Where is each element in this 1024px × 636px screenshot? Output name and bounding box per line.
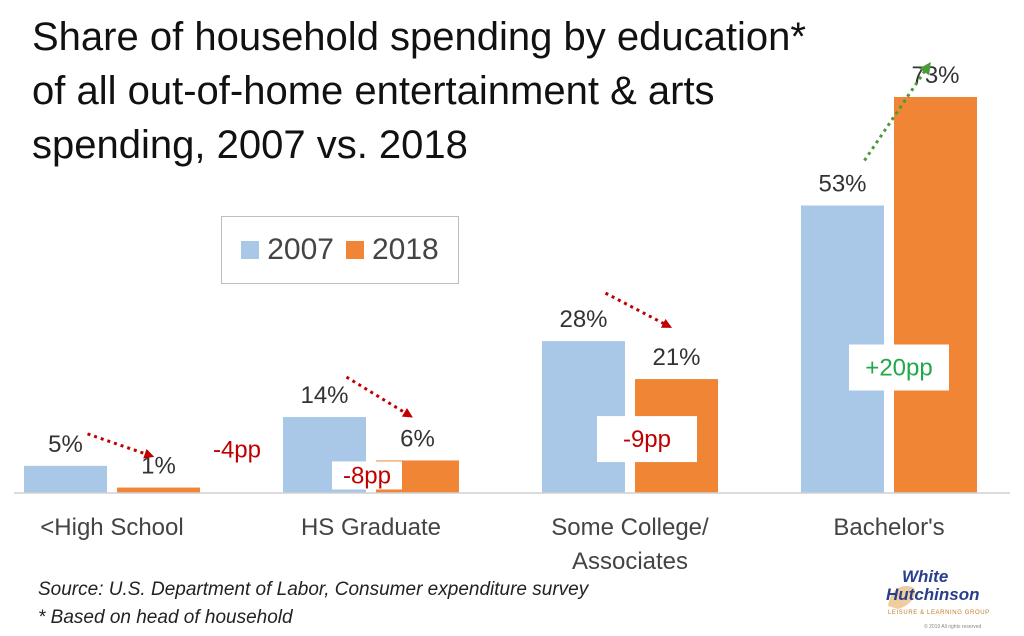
white-hutchinson-logo: White Hutchinson LEISURE & LEARNING GROU… xyxy=(886,567,990,630)
title-line-3: spending, 2007 vs. 2018 xyxy=(32,123,468,167)
legend-label-2007: 2007 xyxy=(267,233,334,266)
value-label-2018-3: 73% xyxy=(911,62,959,89)
source-note: Source: U.S. Department of Labor, Consum… xyxy=(38,579,589,600)
legend: 2007 2018 xyxy=(221,216,459,284)
category-label-3: Bachelor's xyxy=(833,514,944,541)
change-label-3: +20pp xyxy=(865,354,932,381)
value-label-2007-0: 5% xyxy=(48,431,83,458)
logo-tagline: LEISURE & LEARNING GROUP xyxy=(888,610,990,616)
logo-line-1: White xyxy=(902,567,948,586)
legend-swatch-2007 xyxy=(241,241,260,259)
legend-item-2007: 2007 xyxy=(241,233,334,267)
value-label-2018-1: 6% xyxy=(400,425,435,452)
logo-copyright: © 2019 All rights reserved xyxy=(924,623,982,630)
change-arrow-0 xyxy=(87,432,155,459)
bar-2018-0 xyxy=(117,487,200,493)
change-arrow-3 xyxy=(863,62,931,162)
category-label-0: <High School xyxy=(40,514,183,541)
footer: Source: U.S. Department of Labor, Consum… xyxy=(38,576,588,632)
value-label-2007-2: 28% xyxy=(559,306,607,333)
title-line-2: of all out-of-home entertainment & arts xyxy=(32,69,715,113)
footnote: * Based on head of household xyxy=(38,607,293,628)
logo-line-2: Hutchinson xyxy=(886,585,980,604)
value-label-2018-2: 21% xyxy=(652,344,700,371)
category-label-2: Some College/Associates xyxy=(551,514,709,575)
value-label-2007-3: 53% xyxy=(818,170,866,197)
value-label-2018-0: 1% xyxy=(141,453,176,480)
change-arrow-1 xyxy=(345,375,413,418)
value-label-2007-1: 14% xyxy=(300,382,348,409)
change-label-box-1 xyxy=(332,461,402,490)
bar-2018-3 xyxy=(894,97,977,493)
change-label-2: -9pp xyxy=(623,426,671,453)
category-label-1: HS Graduate xyxy=(301,514,441,541)
change-arrow-2 xyxy=(604,291,673,328)
bar-2007-0 xyxy=(24,465,107,493)
legend-item-2018: 2018 xyxy=(346,233,439,267)
title-line-1: Share of household spending by education… xyxy=(32,15,806,59)
change-label-box-2 xyxy=(597,416,697,463)
legend-swatch-2018 xyxy=(346,241,364,259)
legend-label-2018: 2018 xyxy=(372,233,439,266)
change-label-0: -4pp xyxy=(213,437,261,464)
change-label-box-3 xyxy=(849,344,949,391)
change-label-1: -8pp xyxy=(343,462,391,489)
chart-title: Share of household spending by education… xyxy=(32,10,832,172)
